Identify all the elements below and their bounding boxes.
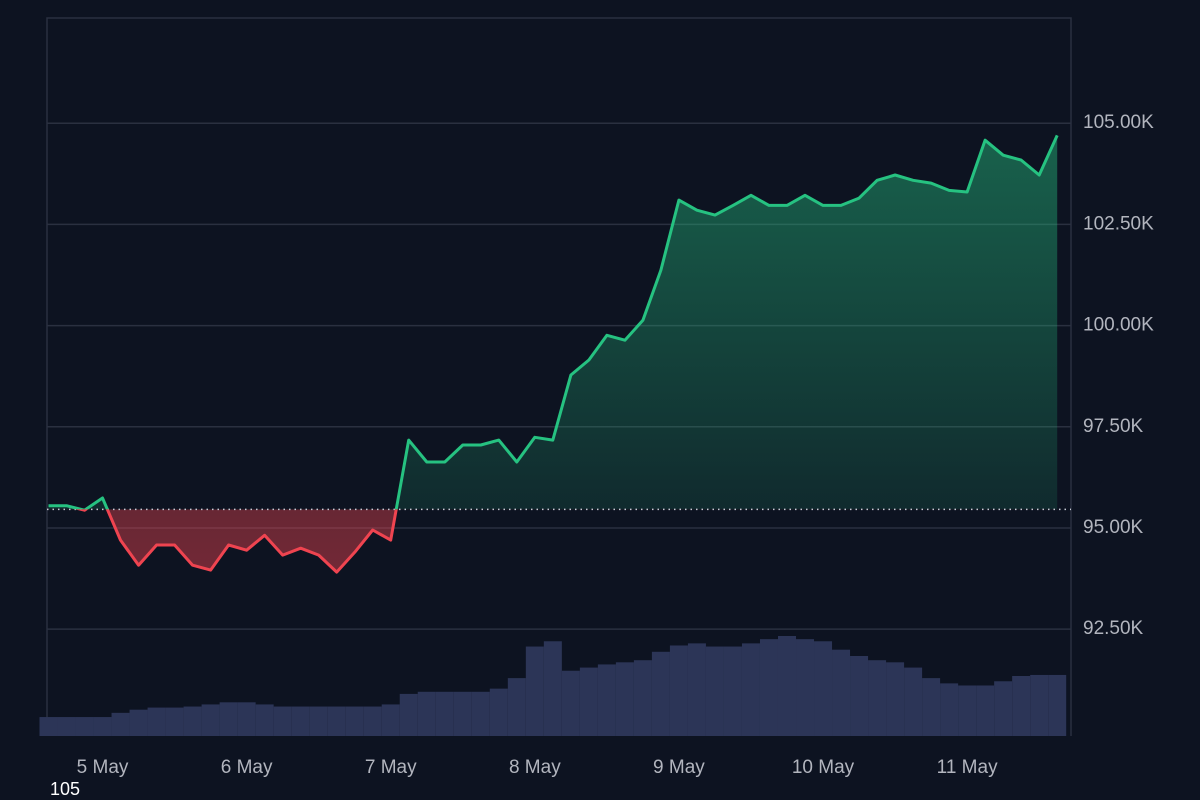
x-tick-label: 6 May xyxy=(221,757,273,778)
volume-bar xyxy=(669,645,688,736)
volume-bar xyxy=(471,691,490,736)
volume-bar xyxy=(723,646,742,736)
x-tick-label: 7 May xyxy=(365,757,417,778)
x-tick-label: 5 May xyxy=(77,757,129,778)
volume-bar xyxy=(165,707,184,736)
volume-bar xyxy=(309,706,328,736)
volume-bar xyxy=(886,662,905,736)
volume-bar xyxy=(579,667,598,736)
volume-bar xyxy=(543,641,562,736)
volume-bar xyxy=(994,681,1013,736)
volume-bar xyxy=(615,662,634,736)
volume-bar xyxy=(381,704,400,736)
y-tick-label: 97.50K xyxy=(1083,416,1144,437)
volume-bar xyxy=(273,706,292,736)
volume-bar xyxy=(489,688,508,736)
volume-bar xyxy=(345,706,364,736)
volume-bar xyxy=(291,706,310,736)
volume-bar xyxy=(525,646,544,736)
volume-bar xyxy=(111,712,130,736)
volume-bar xyxy=(814,641,833,736)
y-tick-label: 100.00K xyxy=(1083,315,1154,336)
y-tick-label: 95.00K xyxy=(1083,517,1144,538)
volume-bar xyxy=(868,660,887,736)
volume-bar xyxy=(561,670,580,736)
y-tick-label: 92.50K xyxy=(1083,618,1144,639)
volume-bar xyxy=(922,678,941,736)
volume-bar xyxy=(219,702,238,736)
x-tick-label: 9 May xyxy=(653,757,705,778)
volume-bar xyxy=(417,691,436,736)
volume-bar xyxy=(399,693,418,736)
volume-bar xyxy=(327,706,346,736)
y-tick-label: 105.00K xyxy=(1083,112,1154,133)
volume-bar xyxy=(57,717,76,736)
volume-bar xyxy=(201,704,220,736)
area-down xyxy=(81,509,397,573)
volume-bar xyxy=(1030,674,1049,736)
volume-bar xyxy=(183,706,202,736)
volume-bar xyxy=(976,685,995,736)
volume-bar xyxy=(39,717,58,736)
volume-bar xyxy=(237,702,256,736)
volume-bar xyxy=(1048,674,1067,736)
volume-bar xyxy=(958,685,977,736)
volume-bar xyxy=(651,651,670,736)
volume-bar xyxy=(129,709,148,736)
volume-bar xyxy=(507,678,526,736)
volume-bar xyxy=(777,636,797,736)
x-tick-label: 8 May xyxy=(509,757,561,778)
volume-bar xyxy=(904,667,923,736)
corner-label: 105 xyxy=(50,779,80,799)
volume-bar xyxy=(597,664,616,736)
volume-bar xyxy=(255,704,274,736)
volume-bar xyxy=(796,639,815,736)
volume-bar xyxy=(75,717,94,736)
volume-bar xyxy=(741,643,760,736)
volume-bar xyxy=(93,717,112,736)
volume-bar xyxy=(633,660,652,736)
x-tick-label: 10 May xyxy=(792,757,855,778)
volume-bar xyxy=(1012,676,1031,736)
volume-bar xyxy=(832,649,851,736)
volume-bar xyxy=(850,656,869,736)
volume-bar xyxy=(940,683,959,736)
price-line-down xyxy=(74,509,398,574)
x-tick-label: 11 May xyxy=(937,757,998,778)
volume-bar xyxy=(705,646,724,736)
volume-bar xyxy=(435,691,454,736)
area-up xyxy=(48,135,1058,510)
volume-bar xyxy=(363,706,382,736)
volume-bar xyxy=(147,707,166,736)
plot-frame xyxy=(46,17,1072,736)
volume-bar xyxy=(687,643,706,736)
volume-bar xyxy=(759,639,778,736)
volume-bar xyxy=(453,691,472,736)
y-tick-label: 102.50K xyxy=(1083,213,1154,234)
price-line-up xyxy=(48,134,1059,510)
